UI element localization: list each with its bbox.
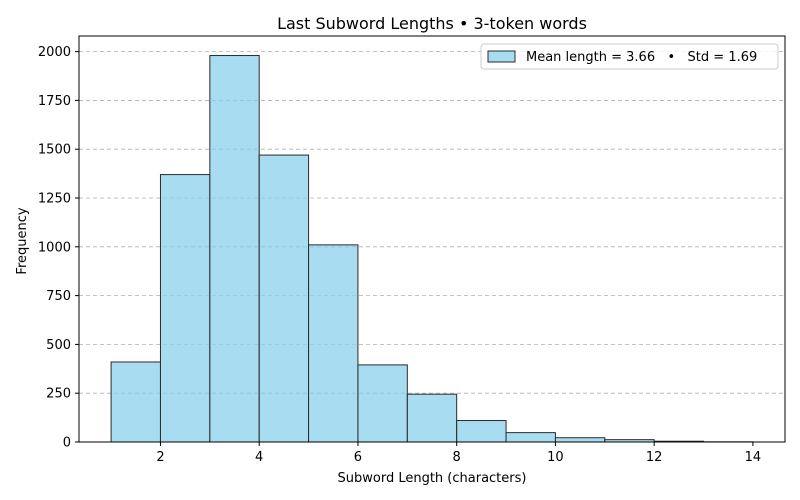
legend: Mean length = 3.66 • Std = 1.69 — [480, 43, 779, 70]
x-tick-label: 4 — [255, 450, 263, 465]
histogram-bar — [110, 361, 161, 443]
y-tick-label: 1250 — [38, 192, 71, 207]
histogram-bar — [209, 55, 260, 443]
x-tick-label: 2 — [156, 450, 164, 465]
x-tick-label: 6 — [354, 450, 362, 465]
legend-frame — [480, 43, 779, 70]
histogram-bars — [110, 55, 754, 443]
histogram-bar — [406, 393, 458, 443]
y-tick-label: 2000 — [38, 45, 71, 60]
y-tick-label: 0 — [63, 436, 71, 451]
histogram-bar — [159, 174, 211, 443]
x-tick-label: 12 — [646, 450, 663, 465]
histogram-bar — [554, 437, 606, 443]
histogram-bar — [456, 420, 507, 443]
tick-labels: 2 4 6 8 10 12 14 0 250 500 750 1000 1250 1500 1750 2000 — [38, 45, 761, 465]
plot-frame — [78, 35, 786, 443]
legend-swatch — [487, 50, 516, 63]
y-tick-label: 500 — [46, 338, 71, 353]
chart-title: Last Subword Lengths • 3-token words — [277, 14, 587, 33]
y-tick-label: 250 — [46, 387, 71, 402]
y-tick-label: 1750 — [38, 94, 71, 109]
axes — [75, 35, 786, 446]
x-tick-label: 8 — [453, 450, 461, 465]
histogram-bar — [308, 244, 359, 443]
x-tick-label: 10 — [547, 450, 564, 465]
y-tick-label: 1500 — [38, 143, 71, 158]
x-tick-label: 14 — [745, 450, 762, 465]
histogram-bar — [258, 154, 310, 443]
y-tick-label: 750 — [46, 289, 71, 304]
y-tick-label: 1000 — [38, 240, 71, 255]
histogram-bar — [505, 432, 556, 443]
histogram-bar — [357, 364, 408, 443]
x-axis-label: Subword Length (characters) — [338, 471, 527, 486]
y-axis-label: Frequency — [15, 207, 30, 274]
legend-entry: Mean length = 3.66 • Std = 1.69 — [526, 50, 757, 65]
grid-lines — [79, 51, 785, 443]
